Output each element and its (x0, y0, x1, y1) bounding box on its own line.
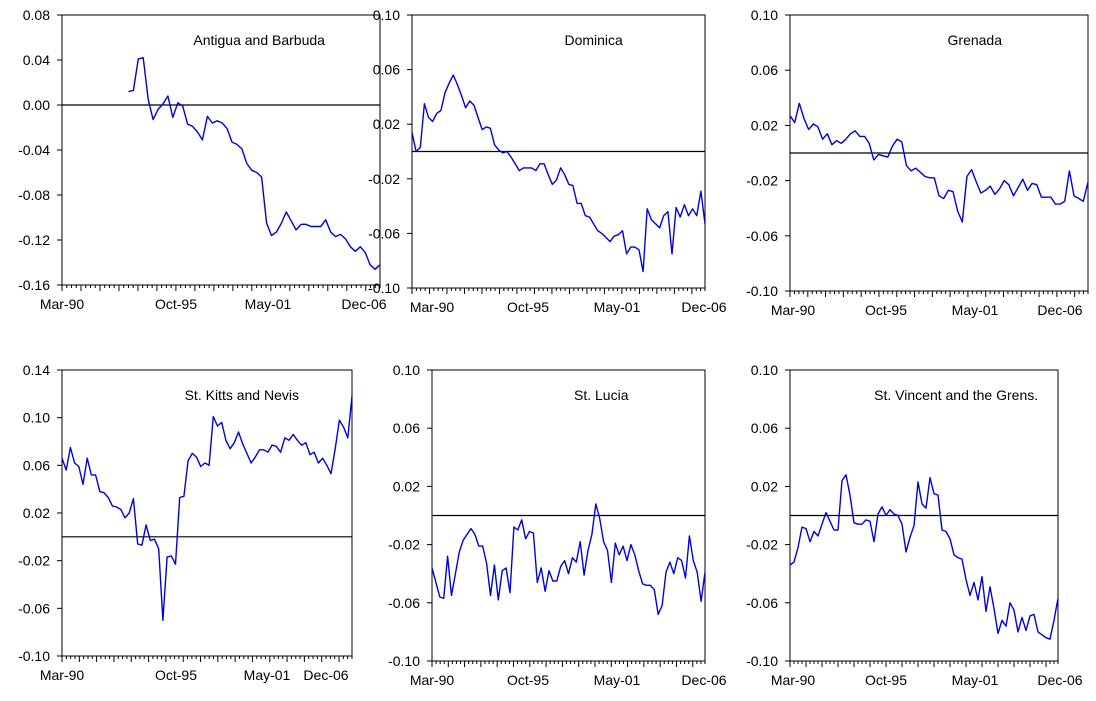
panel-title: Dominica (564, 32, 623, 48)
y-tick-label: 0.14 (23, 362, 50, 378)
y-tick-label: 0.06 (393, 420, 420, 436)
x-tick-label: Mar-90 (771, 302, 816, 318)
x-tick-label: May-01 (245, 296, 292, 312)
y-tick-label: 0.02 (751, 478, 778, 494)
y-tick-label: 0.00 (23, 97, 50, 113)
panel-title: St. Lucia (574, 387, 629, 403)
panel-title: Antigua and Barbuda (193, 32, 325, 48)
panel-grenada: 0.10 0.06 0.02 -0.02 -0.06 -0.10 Mar-90 Oct-95 M… (746, 7, 1089, 318)
panel-st-kitts-and-nevis: 0.14 0.10 0.06 0.02 -0.02 -0.06 -0.10 Mar-90 Oct… (18, 362, 353, 683)
x-tick-label: Mar-90 (771, 672, 816, 688)
y-tick-label: -0.06 (18, 600, 50, 616)
x-tick-label: May-01 (952, 302, 999, 318)
x-tick-label: Mar-90 (40, 296, 85, 312)
y-tick-label: 0.04 (23, 52, 50, 68)
series-line (411, 74, 706, 273)
y-tick-label: 0.02 (393, 478, 420, 494)
x-tick-label: May-01 (952, 672, 999, 688)
panel-antigua-and-barbuda: 0.08 0.04 0.00 -0.04 -0.08 -0.12 -0.16 Mar-90 Oc… (18, 7, 387, 312)
x-tick-label: Dec-06 (341, 296, 386, 312)
x-tick-label: Oct-95 (155, 667, 197, 683)
y-tick-label: -0.06 (368, 225, 400, 241)
panel-st-vincent-and-the-grens: 0.10 0.06 0.02 -0.02 -0.06 -0.10 Mar-90 Oct-95 M… (746, 362, 1083, 688)
y-tick-label: 0.10 (373, 7, 400, 23)
x-tick-label: Mar-90 (40, 667, 85, 683)
x-tick-label: Oct-95 (865, 302, 907, 318)
y-tick-label: 0.02 (373, 116, 400, 132)
y-tick-label: -0.02 (388, 537, 420, 553)
series-line (61, 396, 353, 621)
y-tick-label: -0.06 (746, 228, 778, 244)
series-line (128, 57, 381, 270)
y-tick-label: -0.16 (18, 277, 50, 293)
y-tick-label: 0.06 (751, 62, 778, 78)
y-tick-label: -0.12 (18, 232, 50, 248)
y-tick-label: 0.02 (751, 117, 778, 133)
x-tick-label: Dec-06 (681, 672, 726, 688)
x-tick-label: Oct-95 (507, 299, 549, 315)
y-tick-label: 0.10 (751, 7, 778, 23)
y-tick-label: -0.02 (368, 171, 400, 187)
x-tick-label: Mar-90 (410, 299, 455, 315)
y-tick-label: -0.10 (368, 280, 400, 296)
y-tick-label: 0.08 (23, 7, 50, 23)
x-tick-label: Dec-06 (1037, 302, 1082, 318)
plot-frame (61, 369, 353, 657)
y-tick-label: 0.10 (393, 362, 420, 378)
x-tick-label: Dec-06 (1037, 672, 1082, 688)
panel-title: St. Vincent and the Grens. (874, 387, 1038, 403)
y-tick-label: -0.10 (388, 653, 420, 669)
y-tick-label: 0.06 (373, 62, 400, 78)
x-tick-label: Dec-06 (681, 299, 726, 315)
panel-title: Grenada (948, 32, 1003, 48)
x-tick-label: Oct-95 (507, 672, 549, 688)
panel-title: St. Kitts and Nevis (185, 387, 299, 403)
y-tick-label: -0.02 (746, 537, 778, 553)
x-tick-label: Mar-90 (410, 672, 455, 688)
x-tick-label: Oct-95 (155, 296, 197, 312)
y-tick-label: -0.10 (746, 283, 778, 299)
x-tick-label: May-01 (594, 672, 641, 688)
series-line (789, 474, 1059, 640)
y-tick-label: 0.10 (751, 362, 778, 378)
y-tick-label: 0.10 (23, 410, 50, 426)
y-tick-label: -0.10 (746, 653, 778, 669)
x-tick-label: May-01 (244, 667, 291, 683)
y-tick-label: -0.10 (18, 648, 50, 664)
y-tick-label: -0.04 (18, 142, 50, 158)
panel-st-lucia: 0.10 0.06 0.02 -0.02 -0.06 -0.10 Mar-90 Oct-95 M… (388, 362, 727, 688)
series-line (431, 503, 706, 616)
y-tick-label: -0.06 (388, 595, 420, 611)
y-tick-label: -0.08 (18, 187, 50, 203)
y-tick-label: 0.02 (23, 505, 50, 521)
x-tick-label: May-01 (594, 299, 641, 315)
y-tick-label: 0.06 (751, 420, 778, 436)
x-tick-label: Oct-95 (865, 672, 907, 688)
y-tick-label: -0.06 (746, 595, 778, 611)
series-line (789, 102, 1089, 223)
y-tick-label: -0.02 (18, 553, 50, 569)
y-tick-label: 0.06 (23, 457, 50, 473)
y-tick-label: -0.02 (746, 173, 778, 189)
panel-dominica: 0.10 0.06 0.02 -0.02 -0.06 -0.10 Mar-90 Oct-95 M… (368, 7, 727, 315)
x-tick-label: Dec-06 (303, 667, 348, 683)
plot-frame (61, 14, 381, 286)
